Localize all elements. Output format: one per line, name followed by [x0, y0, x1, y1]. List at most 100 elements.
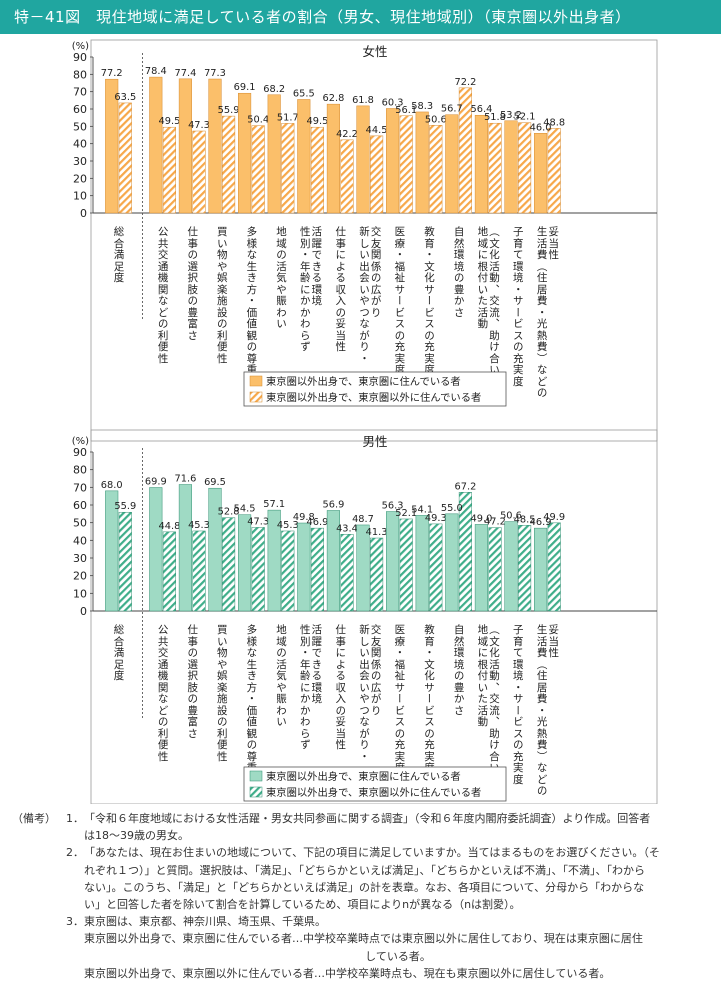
female-bar-tokyo-2 — [149, 76, 163, 214]
female-value-label-nontokyo-3: 47.3 — [188, 120, 210, 131]
female-category-4-line-1: 買い物や娯楽施設の利便性 — [216, 226, 228, 364]
female-bar-tokyo-5 — [238, 92, 252, 214]
male-bar-nontokyo-2 — [162, 531, 176, 612]
female-category-3-line-1: 仕事の選択肢の豊富さ — [186, 225, 198, 340]
female-bar-nontokyo-1 — [118, 102, 132, 214]
male-value-label-tokyo-7: 49.8 — [293, 512, 315, 523]
female-category-1-line-1: 総合満足度 — [113, 225, 125, 283]
notes: （備考） 1． 「令和６年度地域における女性活躍・男女共同参画に関する調査」（令… — [12, 810, 712, 982]
female-category-2-line-1: 公共交通機関などの利便性 — [157, 226, 169, 364]
female-category-7-line-1: 性別・年齢にかかわらず — [299, 225, 311, 351]
male-y-tick-label-6: 60 — [73, 499, 87, 512]
male-y-tick-label-1: 10 — [73, 587, 87, 600]
female-value-label-nontokyo-6: 51.7 — [277, 112, 299, 123]
female-value-label-nontokyo-8: 42.2 — [336, 129, 358, 140]
male-category-12-line-1: 自然環境の豊かさ — [453, 623, 465, 715]
male-category-13-line-2: （文化活動、交流、助け合い） — [488, 624, 500, 784]
female-bar-tokyo-10 — [386, 108, 400, 214]
male-legend-box — [243, 766, 507, 802]
female-y-tick-label-1: 10 — [73, 190, 87, 203]
female-category-15-line-2: 妥当性 — [547, 226, 559, 260]
female-value-label-nontokyo-13: 51.8 — [484, 112, 506, 123]
male-legend-label-tokyo: 東京圏以外出身で、東京圏に住んでいる者 — [266, 770, 461, 783]
female-bar-nontokyo-2 — [162, 126, 176, 214]
note-3-line-4: 東京圏以外出身で、東京圏以外に住んでいる者…中学校卒業時点も、現在も東京圏以外に… — [84, 966, 611, 980]
male-bar-tokyo-15 — [534, 527, 548, 612]
female-value-label-nontokyo-15: 48.8 — [543, 117, 565, 128]
female-bar-nontokyo-11 — [429, 125, 443, 214]
male-bar-nontokyo-7 — [310, 527, 324, 612]
male-value-label-tokyo-5: 54.5 — [234, 504, 256, 515]
male-value-label-tokyo-3: 71.6 — [174, 474, 196, 485]
male-category-7-line-2: 活躍できる環境 — [310, 624, 322, 704]
female-y-unit: (%) — [72, 41, 89, 52]
male-value-label-nontokyo-11: 49.3 — [425, 513, 447, 524]
female-value-label-tokyo-15: 46.0 — [530, 122, 552, 133]
female-category-10-line-1: 医療・福祉サービスの充実度 — [393, 226, 405, 375]
male-legend-label-nontokyo: 東京圏以外出身で、東京圏以外に住んでいる者 — [266, 786, 481, 799]
male-category-9-line-2: 交友関係の広がり — [370, 623, 382, 715]
female-category-14-line-1: 子育て環境・サービスの充実度 — [512, 226, 524, 387]
female-value-label-tokyo-8: 62.8 — [322, 93, 344, 104]
female-value-label-tokyo-13: 56.4 — [470, 104, 492, 115]
male-value-label-tokyo-15: 46.9 — [530, 517, 552, 528]
female-bar-nontokyo-10 — [399, 115, 413, 214]
male-value-label-tokyo-14: 50.6 — [500, 511, 522, 522]
male-value-label-nontokyo-14: 48.5 — [514, 514, 536, 525]
male-legend-swatch-nontokyo — [249, 786, 263, 798]
male-bar-tokyo-2 — [149, 487, 163, 612]
female-bar-nontokyo-13 — [488, 122, 502, 214]
title-bar: 特－41図 現住地域に満足している者の割合（男女、現住地域別）（東京圏以外出身者… — [0, 0, 721, 34]
female-legend-label-tokyo: 東京圏以外出身で、東京圏に住んでいる者 — [266, 375, 461, 388]
male-value-label-nontokyo-9: 41.3 — [366, 527, 388, 538]
male-bar-tokyo-7 — [297, 522, 311, 612]
male-y-tick-label-0: 0 — [80, 605, 87, 618]
female-value-label-nontokyo-10: 56.1 — [395, 105, 417, 116]
female-value-label-tokyo-5: 69.1 — [234, 82, 256, 93]
male-category-1-line-1: 総合満足度 — [113, 623, 125, 681]
female-legend-label-nontokyo: 東京圏以外出身で、東京圏以外に住んでいる者 — [266, 391, 481, 404]
male-bar-tokyo-12 — [445, 513, 459, 612]
charts-canvas: 女性 (%) 0 10 20 30 40 50 60 70 80 90 77.2 63.5 総合満足度 78.… — [72, 39, 658, 804]
female-value-label-nontokyo-9: 44.5 — [366, 125, 388, 136]
female-panel-border — [90, 39, 658, 442]
male-bar-tokyo-1 — [105, 490, 119, 612]
female-legend-swatch-tokyo — [249, 375, 263, 387]
male-value-label-tokyo-4: 69.5 — [204, 477, 226, 488]
note-3-line-2: 東京圏以外出身で、東京圏に住んでいる者…中学校卒業時点では東京圏以外に居住してお… — [84, 932, 643, 946]
female-bar-nontokyo-12 — [458, 87, 472, 214]
male-category-15-line-2: 妥当性 — [547, 624, 559, 658]
male-y-tick-label-8: 80 — [73, 464, 87, 477]
male-bar-nontokyo-6 — [281, 530, 295, 612]
note-1-line-1: 「令和６年度地域における女性活躍・男女共同参画に関する調査」（令和６年度内閣府委… — [84, 812, 651, 825]
male-category-8-line-1: 仕事による収入の妥当性 — [334, 623, 346, 750]
female-bar-tokyo-13 — [474, 114, 488, 214]
female-bar-tokyo-7 — [297, 99, 311, 214]
female-value-label-tokyo-10: 60.3 — [382, 97, 404, 108]
note-2-line-4: い」と回答した者を除いて割合を計算しているため、項目によりnが異なる（nは割愛）… — [84, 898, 521, 912]
female-y-tick-label-5: 50 — [73, 120, 87, 133]
female-chart-title: 女性 — [362, 44, 387, 59]
female-category-9-line-1: 新しい出会いやつながり・ — [358, 225, 370, 363]
note-3-number: 3． — [66, 915, 84, 929]
male-value-label-tokyo-12: 55.0 — [441, 503, 463, 514]
female-bar-nontokyo-8 — [340, 139, 354, 214]
male-bar-nontokyo-15 — [547, 522, 561, 612]
male-bar-nontokyo-5 — [251, 527, 265, 612]
female-category-11-line-1: 教育・文化サービスの充実度 — [423, 225, 435, 375]
male-bar-tokyo-14 — [504, 521, 518, 612]
female-bar-tokyo-14 — [504, 120, 518, 214]
female-bar-tokyo-8 — [326, 103, 340, 214]
note-3-line-1: 東京圏は、東京都、神奈川県、埼玉県、千葉県。 — [84, 915, 326, 929]
note-1-number: 1． — [66, 812, 84, 825]
female-bar-nontokyo-5 — [251, 125, 265, 214]
male-category-4-line-1: 買い物や娯楽施設の利便性 — [216, 624, 228, 762]
female-bar-tokyo-9 — [356, 105, 370, 214]
female-bar-nontokyo-9 — [370, 135, 384, 214]
note-2-number: 2． — [66, 846, 84, 860]
female-category-9-line-2: 交友関係の広がり — [370, 225, 382, 317]
female-value-label-tokyo-14: 53.2 — [500, 110, 522, 121]
male-bar-nontokyo-3 — [192, 530, 206, 612]
female-y-tick-label-0: 0 — [80, 207, 87, 220]
male-bar-nontokyo-8 — [340, 534, 354, 612]
